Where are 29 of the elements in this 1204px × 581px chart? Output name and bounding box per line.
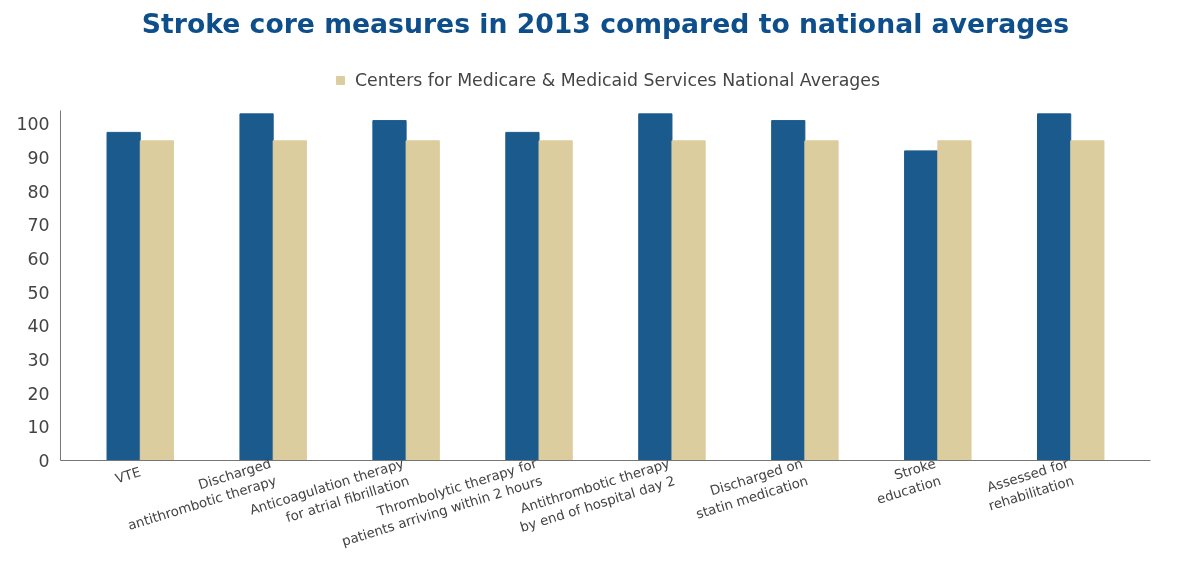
- bar: [372, 120, 407, 461]
- bar: [106, 131, 141, 461]
- bar: [405, 140, 440, 461]
- y-tick-label: 70: [27, 215, 50, 236]
- x-tick-label: VTE: [113, 464, 143, 487]
- bar: [771, 120, 806, 461]
- bar: [538, 140, 573, 461]
- bar: [904, 150, 939, 461]
- bar: [937, 140, 972, 461]
- y-tick-label: 30: [27, 350, 50, 371]
- bar: [1037, 113, 1072, 461]
- bar: [804, 140, 839, 461]
- y-tick-label: 50: [27, 282, 50, 303]
- y-tick-label: 20: [27, 383, 50, 404]
- bar: [139, 140, 174, 461]
- y-tick-label: 100: [16, 114, 50, 135]
- y-tick-label: 80: [27, 181, 50, 202]
- bar: [1070, 140, 1105, 461]
- y-tick-label: 10: [27, 417, 50, 438]
- y-tick-label: 60: [27, 249, 50, 270]
- y-tick-label: 40: [27, 316, 50, 337]
- y-tick-label: 0: [38, 451, 50, 471]
- chart-title: Stroke core measures in 2013 compared to national averages: [141, 7, 1070, 39]
- legend-label: Centers for Medicare & Medicaid Services National Averages: [354, 70, 881, 90]
- bar: [638, 113, 673, 461]
- bar: [671, 140, 706, 461]
- bar: [505, 131, 540, 461]
- bar: [272, 140, 307, 461]
- y-tick-label: 90: [27, 148, 50, 169]
